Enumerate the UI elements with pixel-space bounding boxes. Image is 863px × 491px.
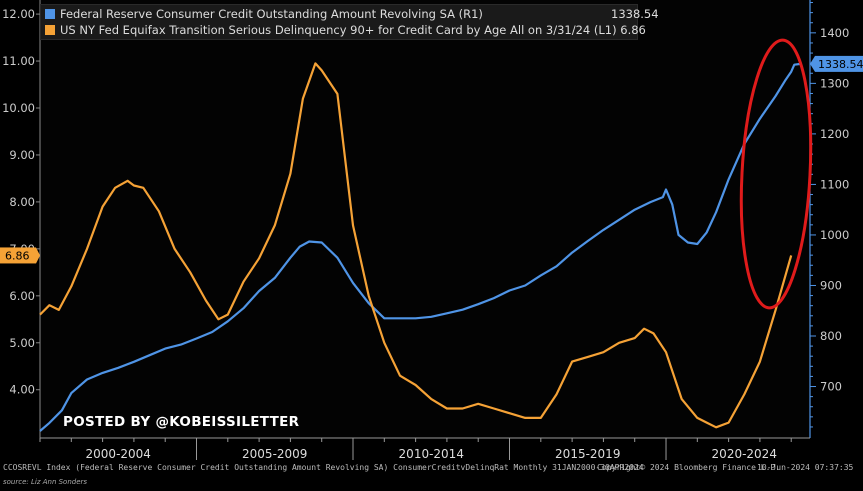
legend-item-revolving-credit: Federal Reserve Consumer Credit Outstand… (45, 6, 659, 22)
right-axis: 700 800 900 1000 1100 1200 1300 1400 (809, 0, 849, 438)
x-category-label: 2020-2024 (712, 447, 777, 461)
left-tick-label: 4.00 (9, 383, 35, 397)
highlight-ellipse (739, 38, 813, 310)
legend-value: 6.86 (620, 23, 646, 37)
right-tick-label: 1400 (820, 26, 849, 40)
legend: Federal Reserve Consumer Credit Outstand… (40, 4, 659, 40)
right-last-value-pointer (810, 55, 815, 72)
legend-item-delinquency: US NY Fed Equifax Transition Serious Del… (45, 22, 646, 38)
footer-date: 10-Jun-2024 07:37:35 (757, 463, 854, 472)
left-tick-label: 5.00 (9, 336, 35, 350)
x-axis: 2000-2004 2005-2009 2010-2014 2015-2019 2020… (39, 437, 810, 461)
left-tick-label: 11.00 (2, 54, 35, 68)
right-tick-label: 800 (820, 329, 842, 343)
annotation-layer (739, 38, 813, 310)
series-line-delinquency (39, 62, 793, 429)
left-tick-label: 10.00 (2, 101, 35, 115)
legend-swatch-orange (45, 25, 55, 35)
right-tick-label: 1200 (820, 127, 849, 141)
footer-description: CCOSREVL Index (Federal Reserve Consumer… (3, 463, 644, 472)
x-category-label: 2010-2014 (399, 447, 464, 461)
left-last-value-pointer (36, 247, 40, 264)
right-last-value-badge (815, 55, 863, 72)
left-tick-label: 9.00 (9, 148, 35, 162)
value-labels: 6.86 1338.54 (0, 55, 863, 264)
legend-value: 1338.54 (611, 7, 659, 21)
right-tick-label: 900 (820, 278, 842, 292)
left-last-value-label: 6.86 (5, 249, 30, 262)
legend-label: Federal Reserve Consumer Credit Outstand… (60, 7, 483, 21)
left-tick-label: 12.00 (2, 7, 35, 21)
right-tick-label: 1300 (820, 76, 849, 90)
watermark: POSTED BY @KOBEISSILETTER (63, 414, 300, 430)
series-layer (39, 62, 801, 432)
footer-source: source: Liz Ann Sonders (3, 478, 88, 486)
right-last-value-label: 1338.54 (818, 58, 863, 71)
legend-swatch-blue (45, 9, 55, 19)
legend-label: US NY Fed Equifax Transition Serious Del… (60, 23, 617, 37)
footer-copyright: Copyright© 2024 Bloomberg Finance L.P. (597, 463, 781, 472)
right-tick-label: 1100 (820, 177, 849, 191)
right-tick-label: 700 (820, 380, 842, 394)
x-category-label: 2015-2019 (555, 447, 620, 461)
left-tick-label: 8.00 (9, 195, 35, 209)
plot-area (40, 0, 810, 438)
left-tick-label: 6.00 (9, 289, 35, 303)
right-tick-label: 1000 (820, 228, 849, 242)
left-last-value-badge (0, 247, 36, 264)
x-category-label: 2005-2009 (242, 447, 307, 461)
series-line-revolving-credit (39, 62, 801, 432)
x-category-label: 2000-2004 (86, 447, 151, 461)
